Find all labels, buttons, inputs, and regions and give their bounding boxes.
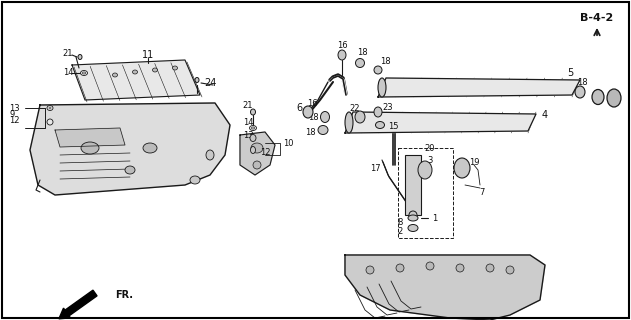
- Text: 6: 6: [296, 103, 302, 113]
- Text: 23: 23: [382, 102, 393, 111]
- Ellipse shape: [47, 106, 53, 110]
- Ellipse shape: [112, 73, 117, 77]
- Polygon shape: [30, 103, 230, 195]
- Ellipse shape: [408, 225, 418, 231]
- Ellipse shape: [409, 211, 417, 219]
- Polygon shape: [72, 60, 200, 100]
- Ellipse shape: [592, 90, 604, 105]
- Text: 16: 16: [337, 41, 347, 50]
- Ellipse shape: [321, 111, 329, 123]
- Text: 2: 2: [398, 227, 403, 236]
- Ellipse shape: [78, 54, 82, 60]
- Text: 17: 17: [370, 164, 380, 172]
- Text: 20: 20: [425, 143, 435, 153]
- Text: B-4-2: B-4-2: [581, 13, 613, 23]
- Ellipse shape: [250, 134, 256, 141]
- Text: FR.: FR.: [115, 290, 133, 300]
- Polygon shape: [345, 112, 536, 133]
- Text: 22: 22: [350, 103, 360, 113]
- Ellipse shape: [253, 161, 261, 169]
- Text: 10: 10: [283, 139, 293, 148]
- Ellipse shape: [47, 119, 53, 125]
- Ellipse shape: [374, 66, 382, 74]
- Ellipse shape: [408, 215, 418, 221]
- Polygon shape: [378, 78, 580, 97]
- Text: 4: 4: [542, 110, 548, 120]
- Ellipse shape: [506, 266, 514, 274]
- Ellipse shape: [456, 264, 464, 272]
- Ellipse shape: [375, 122, 384, 129]
- Text: 18: 18: [577, 77, 587, 86]
- Ellipse shape: [251, 143, 263, 153]
- Ellipse shape: [454, 158, 470, 178]
- Ellipse shape: [133, 70, 138, 74]
- Text: 11: 11: [142, 50, 154, 60]
- Ellipse shape: [172, 66, 177, 70]
- FancyArrow shape: [59, 290, 97, 319]
- Text: 19: 19: [469, 157, 480, 166]
- Text: 21: 21: [243, 100, 253, 109]
- Ellipse shape: [251, 109, 256, 115]
- Ellipse shape: [190, 176, 200, 184]
- Ellipse shape: [345, 112, 353, 133]
- Ellipse shape: [378, 78, 386, 97]
- Text: 12: 12: [9, 116, 20, 124]
- Text: 24: 24: [204, 78, 216, 88]
- Ellipse shape: [418, 161, 432, 179]
- Text: 7: 7: [480, 188, 485, 196]
- Ellipse shape: [318, 125, 328, 134]
- Text: 1: 1: [432, 213, 438, 222]
- Ellipse shape: [426, 262, 434, 270]
- Polygon shape: [55, 128, 125, 147]
- Text: 18: 18: [308, 113, 318, 122]
- Ellipse shape: [81, 142, 99, 154]
- Ellipse shape: [366, 266, 374, 274]
- Text: 18: 18: [357, 47, 367, 57]
- Ellipse shape: [575, 86, 585, 98]
- Ellipse shape: [355, 59, 365, 68]
- Text: 3: 3: [427, 156, 433, 164]
- Text: 12: 12: [260, 148, 270, 156]
- Ellipse shape: [195, 77, 199, 83]
- Ellipse shape: [338, 50, 346, 60]
- Text: 15: 15: [388, 122, 398, 131]
- Text: 14: 14: [62, 68, 73, 76]
- Ellipse shape: [355, 111, 365, 123]
- Polygon shape: [240, 132, 275, 175]
- Text: 18: 18: [380, 57, 391, 66]
- Ellipse shape: [83, 72, 85, 74]
- Ellipse shape: [303, 106, 313, 118]
- Text: 13: 13: [9, 103, 20, 113]
- Bar: [405, 155, 421, 215]
- Bar: [398, 148, 453, 238]
- Ellipse shape: [486, 264, 494, 272]
- Text: 8: 8: [398, 218, 403, 227]
- Text: 5: 5: [567, 68, 573, 78]
- Text: 21: 21: [62, 49, 73, 58]
- Polygon shape: [345, 255, 545, 320]
- Ellipse shape: [81, 70, 88, 76]
- Ellipse shape: [249, 125, 256, 131]
- Ellipse shape: [143, 143, 157, 153]
- Ellipse shape: [374, 107, 382, 117]
- Ellipse shape: [153, 68, 158, 72]
- Ellipse shape: [251, 147, 256, 154]
- Ellipse shape: [252, 127, 254, 129]
- Text: 14: 14: [243, 117, 253, 126]
- Ellipse shape: [206, 150, 214, 160]
- Text: 9: 9: [9, 109, 15, 118]
- Ellipse shape: [396, 264, 404, 272]
- Text: 18: 18: [305, 127, 316, 137]
- Ellipse shape: [49, 107, 51, 109]
- Ellipse shape: [125, 166, 135, 174]
- Text: 16: 16: [307, 99, 317, 108]
- Text: 13: 13: [243, 131, 253, 140]
- Ellipse shape: [607, 89, 621, 107]
